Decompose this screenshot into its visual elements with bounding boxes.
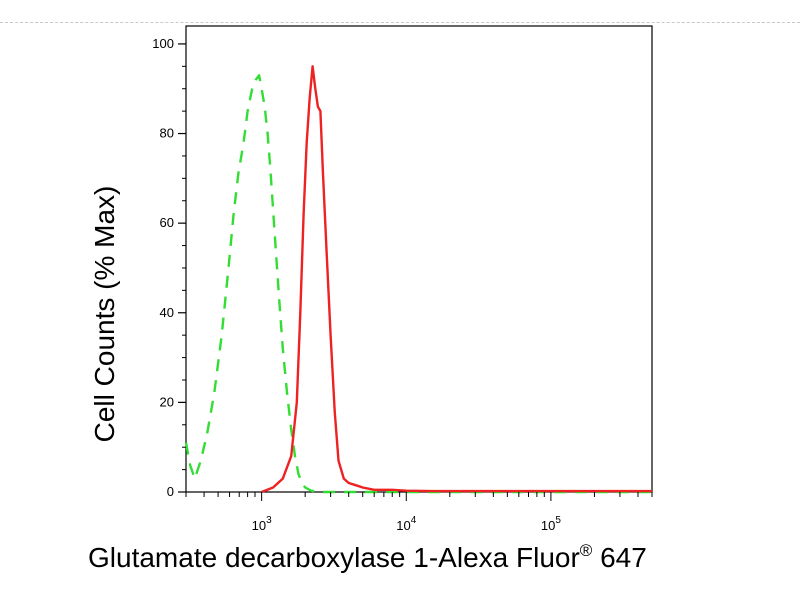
y-tick-label: 80 [160, 126, 174, 141]
y-tick-label: 100 [152, 36, 174, 51]
histogram-series-2-line [261, 65, 652, 494]
y-tick-label: 0 [167, 484, 174, 499]
x-tick-label: 103 [252, 515, 272, 533]
y-tick-label: 60 [160, 215, 174, 230]
histogram-series-1-line [184, 74, 652, 494]
y-axis-label: Cell Counts (% Max) [89, 186, 120, 443]
y-tick-label: 20 [160, 394, 174, 409]
y-tick-label: 40 [160, 305, 174, 320]
x-axis-label: Glutamate decarboxylase 1-Alexa Fluor® 6… [88, 541, 647, 573]
x-tick-label: 105 [541, 515, 561, 533]
x-tick-label: 104 [396, 515, 416, 533]
plot-frame [185, 25, 653, 493]
top-dashed-rule [0, 22, 800, 23]
